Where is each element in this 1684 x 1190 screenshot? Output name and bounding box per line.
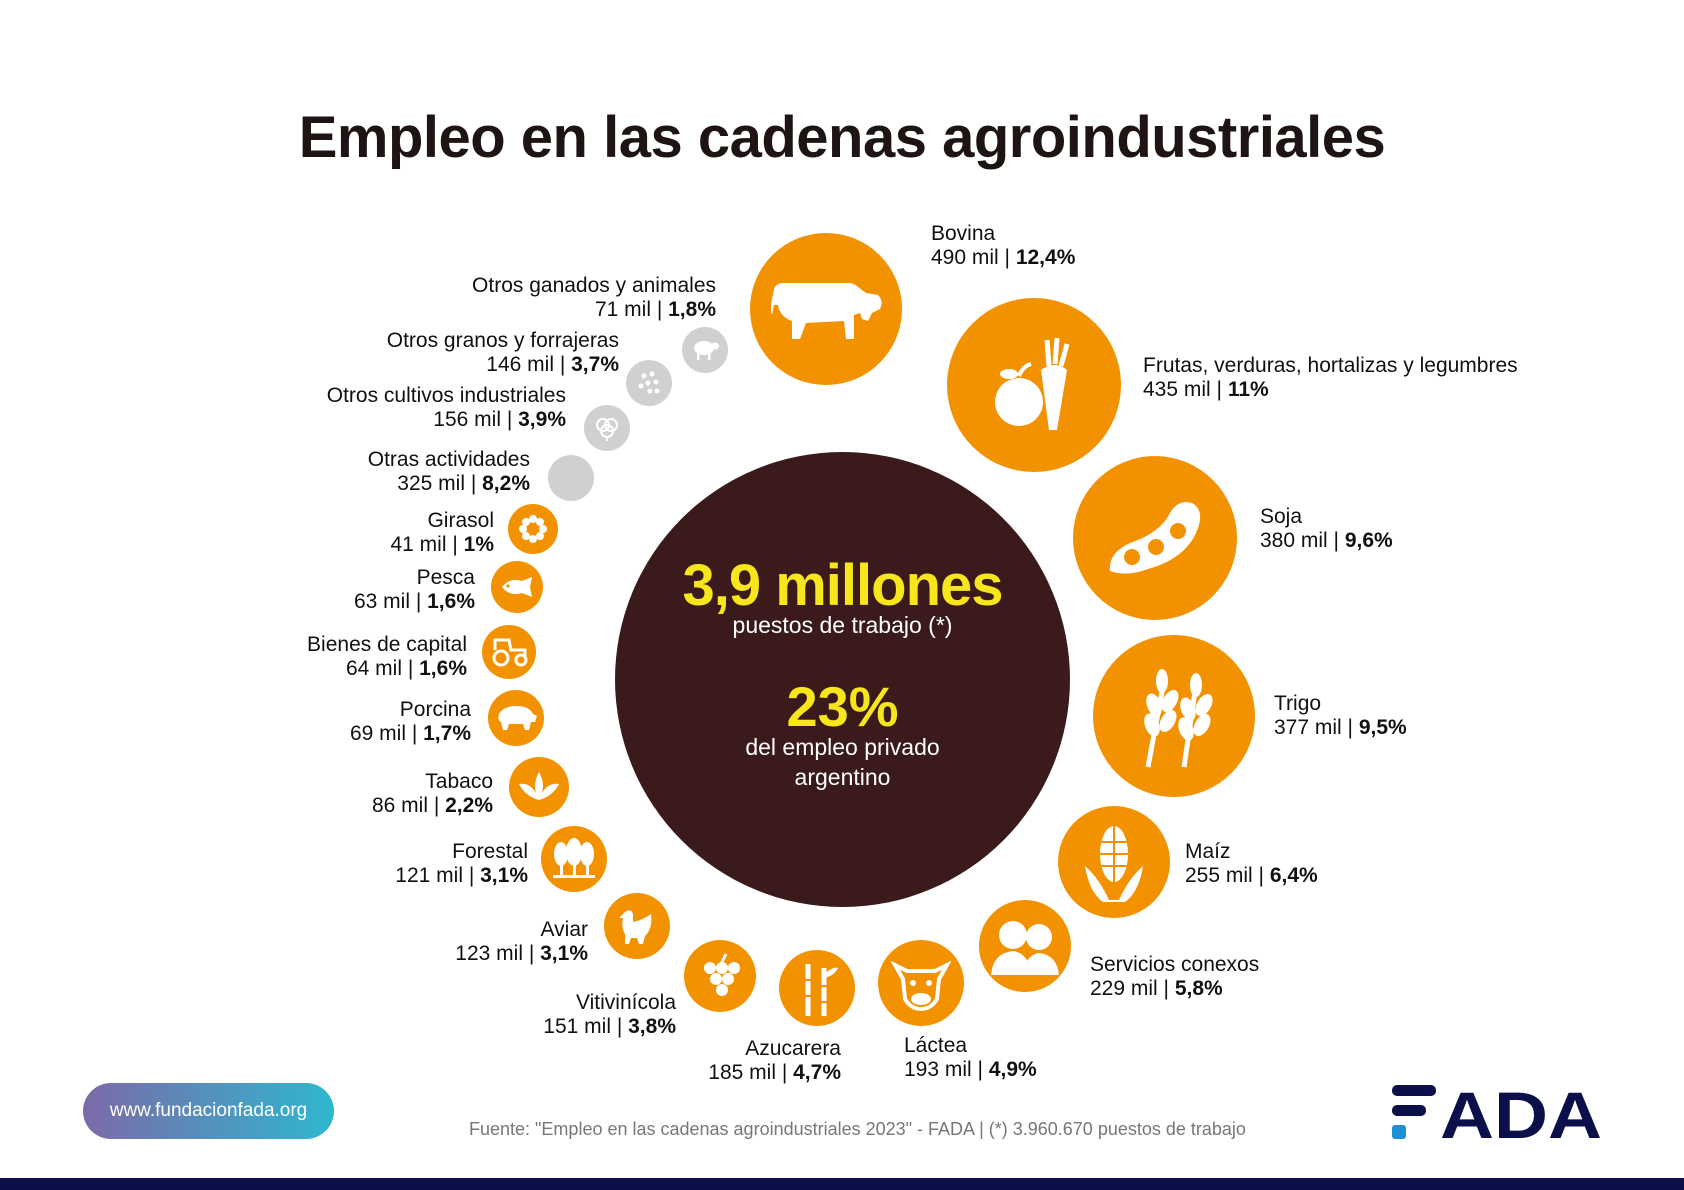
tobacco-leaf-icon [519,772,559,800]
label-pesca: Pesca 63 mil | 1,6% [353,566,475,613]
bottom-bar [0,1178,1684,1190]
label-otras-actividades: Otras actividades 325 mil | 8,2% [367,448,530,495]
label-porcina: Porcina 69 mil | 1,7% [349,698,471,745]
bubble-porcina [488,690,544,746]
bubble-forestal [541,826,607,892]
bubble-pesca [491,561,543,613]
bubble-otros-ganados [682,327,728,373]
label-otros-granos: Otros granos y forrajeras 146 mil | 3,7% [386,329,619,376]
bubble-vitivinicola [684,940,756,1012]
trees-icon [553,838,595,878]
bubble-bovina [750,233,902,385]
total-jobs: 3,9 millones [682,553,1003,618]
label-azucarera: Azucarera 185 mil | 4,7% [708,1037,841,1084]
label-lactea: Láctea 193 mil | 4,9% [904,1034,1037,1081]
bubble-bienes-capital [482,625,536,679]
private-employment-share: 23% [786,675,899,738]
bubble-otros-granos [626,360,672,406]
bubble-tabaco [509,757,569,817]
sheep-icon [694,341,719,360]
dairy-cow-icon [891,960,951,1011]
label-aviar: Aviar 123 mil | 3,1% [455,918,588,965]
bubble-soja [1073,456,1237,620]
center-summary: 3,9 millones puestos de trabajo (*) 23% … [615,452,1070,907]
total-jobs-caption: puestos de trabajo (*) [732,612,953,638]
label-otros-ganados: Otros ganados y animales 71 mil | 1,8% [472,274,716,321]
page-title: Empleo en las cadenas agroindustriales [298,105,1386,170]
bubble-otras-actividades [548,455,594,501]
bubble-frutas [947,298,1121,472]
cotton-icon [596,418,618,441]
label-maiz: Maíz 255 mil | 6,4% [1185,840,1318,887]
label-girasol: Girasol 41 mil | 1% [390,509,494,556]
label-tabaco: Tabaco 86 mil | 2,2% [371,770,493,817]
bubble-maiz [1058,806,1170,918]
label-soja: Soja 380 mil | 9,6% [1260,505,1393,552]
label-forestal: Forestal 121 mil | 3,1% [395,840,528,887]
pig-icon [498,706,537,730]
svg-text:ADA: ADA [1440,1083,1602,1141]
chicken-icon [619,910,652,944]
bubble-servicios [979,900,1071,992]
label-otros-cultivos: Otros cultivos industriales 156 mil | 3,9… [326,384,566,431]
grains-icon [638,371,660,394]
corn-icon [1085,826,1143,902]
grapes-icon [704,953,740,996]
label-vitivinicola: Vitivinícola 151 mil | 3,8% [543,991,676,1038]
apple-carrot-icon [995,337,1070,430]
soy-pod-icon [1109,502,1201,574]
bubble-aviar [604,893,670,959]
label-frutas: Frutas, verduras, hortalizas y legumbres… [1143,354,1518,401]
bubble-azucarera [779,950,855,1026]
tractor-icon [492,638,528,667]
bubble-girasol [508,504,558,554]
bubble-otros-cultivos [584,405,630,451]
sunflower-icon [519,515,547,543]
people-icon [991,921,1059,975]
fada-logo: ADA [1392,1083,1602,1141]
bubble-lactea [878,940,964,1026]
sugarcane-icon [804,964,838,1016]
share-caption: del empleo privado argentino [745,734,940,790]
wheat-icon [1144,669,1213,768]
fish-icon [502,577,532,597]
source-note: Fuente: "Empleo en las cadenas agroindus… [469,1119,1246,1139]
bubble-trigo [1093,635,1255,797]
cow-icon [771,283,882,339]
label-servicios: Servicios conexos 229 mil | 5,8% [1090,953,1260,1000]
label-trigo: Trigo 377 mil | 9,5% [1274,692,1407,739]
label-bienes-capital: Bienes de capital 64 mil | 1,6% [307,633,467,680]
website-link[interactable]: www.fundacionfada.org [83,1083,334,1139]
label-bovina: Bovina 490 mil | 12,4% [931,222,1076,269]
